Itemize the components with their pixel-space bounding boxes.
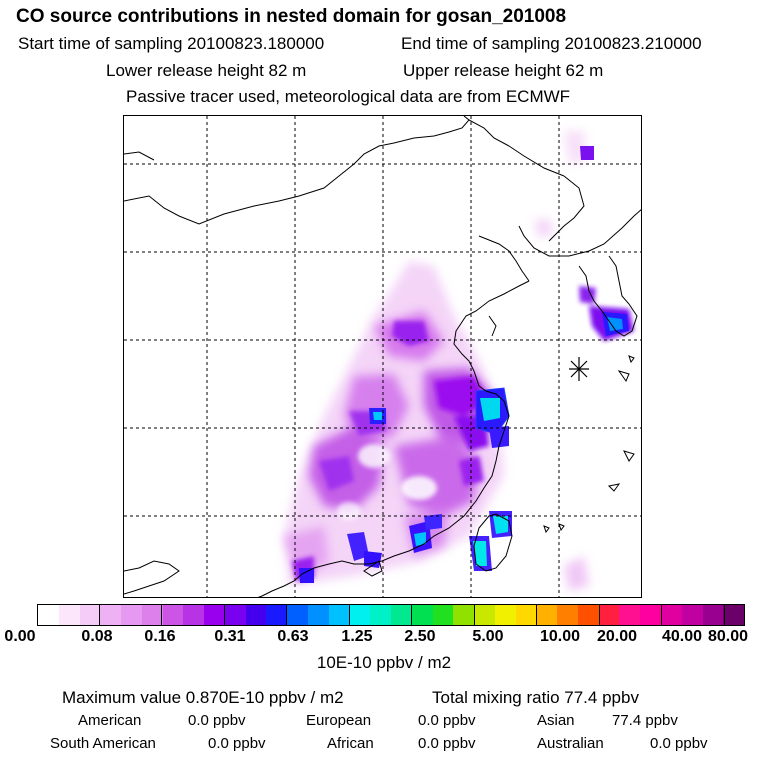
colorbar-divider: [536, 604, 538, 626]
south-american-label: South American: [50, 735, 156, 752]
upper-release-label: Upper release height 62 m: [403, 61, 604, 80]
end-time-label: End time of sampling 20100823.210000: [401, 34, 702, 53]
colorbar-segment: [536, 605, 558, 625]
colorbar-segment: [619, 605, 641, 625]
colorbar-divider: [161, 604, 163, 626]
colorbar-segment: [474, 605, 495, 625]
colorbar-divider: [411, 604, 413, 626]
american-label: American: [78, 712, 142, 729]
colorbar-segment: [287, 605, 308, 625]
plot-title: CO source contributions in nested domain…: [16, 6, 567, 27]
colorbar-divider: [223, 604, 225, 626]
lat-lon-grid: [124, 116, 641, 597]
coastlines: [124, 116, 641, 597]
total-mixing-ratio: Total mixing ratio 77.4 ppbv: [432, 688, 639, 707]
colorbar-segment: [328, 605, 350, 625]
colorbar-segment: [245, 605, 267, 625]
colorbar-tick-label: 40.00: [661, 628, 703, 645]
colorbar-segment: [349, 605, 371, 625]
european-value: 0.0 ppbv: [418, 712, 476, 729]
plume-blue: [299, 146, 629, 583]
asian-value: 77.4 ppbv: [612, 712, 678, 729]
colorbar-segment: [38, 605, 59, 625]
colorbar-segment: [204, 605, 225, 625]
colorbar-segment: [515, 605, 537, 625]
receptor-star-icon: [569, 357, 589, 381]
colorbar-segment: [58, 605, 80, 625]
colorbar-segment: [121, 605, 142, 625]
african-label: African: [327, 735, 374, 752]
colorbar-segment: [432, 605, 454, 625]
colorbar-tick-label: 0.31: [214, 628, 246, 645]
colorbar-tick-label: 1.25: [341, 628, 373, 645]
australian-value: 0.0 ppbv: [650, 735, 708, 752]
source-contribution-map: [123, 115, 642, 598]
colorbar-tick-label: 0.63: [277, 628, 309, 645]
colorbar-segment: [557, 605, 578, 625]
colorbar-divider: [661, 604, 663, 626]
tracer-note: Passive tracer used, meteorological data…: [126, 87, 571, 106]
south-american-value: 0.0 ppbv: [208, 735, 266, 752]
colorbar-tick-label: 0.08: [81, 628, 113, 645]
colorbar-segment: [702, 605, 724, 625]
colorbar-segment: [100, 605, 122, 625]
colorbar-tick-label: 10.00: [539, 628, 581, 645]
colorbar-segment: [224, 605, 246, 625]
colorbar-segment: [681, 605, 703, 625]
colorbar-divider: [598, 604, 600, 626]
australian-label: Australian: [537, 735, 604, 752]
colorbar-tick-label: 20.00: [596, 628, 638, 645]
colorbar-tick-label: 0.16: [144, 628, 176, 645]
colorbar-segment: [723, 605, 745, 625]
colorbar-divider: [473, 604, 475, 626]
colorbar-tick-label: 80.00: [707, 628, 749, 645]
colorbar-tick-label: 5.00: [472, 628, 504, 645]
colorbar-segment: [660, 605, 682, 625]
colorbar-divider: [98, 604, 100, 626]
maximum-value: Maximum value 0.870E-10 ppbv / m2: [62, 688, 344, 707]
start-time-label: Start time of sampling 20100823.180000: [18, 34, 325, 53]
european-label: European: [306, 712, 372, 729]
colorbar-tick-label: 0.00: [4, 628, 36, 645]
colorbar: [37, 604, 745, 626]
african-value: 0.0 ppbv: [418, 735, 476, 752]
colorbar-divider: [286, 604, 288, 626]
colorbar-segment: [183, 605, 205, 625]
colorbar-segment: [598, 605, 620, 625]
colorbar-divider: [348, 604, 350, 626]
colorbar-segment: [370, 605, 392, 625]
colorbar-segment: [307, 605, 329, 625]
colorbar-segment: [453, 605, 475, 625]
colorbar-segment: [411, 605, 433, 625]
colorbar-divider: [723, 604, 725, 626]
colorbar-tick-label: 2.50: [404, 628, 436, 645]
map-canvas: [124, 116, 641, 597]
lower-release-label: Lower release height 82 m: [106, 61, 307, 80]
colorbar-segment: [141, 605, 163, 625]
colorbar-segment: [266, 605, 288, 625]
colorbar-segment: [577, 605, 599, 625]
american-value: 0.0 ppbv: [188, 712, 246, 729]
colorbar-units: 10E-10 ppbv / m2: [316, 653, 452, 672]
asian-label: Asian: [537, 712, 575, 729]
colorbar-segment: [494, 605, 516, 625]
colorbar-segment: [79, 605, 101, 625]
colorbar-segment: [391, 605, 412, 625]
colorbar-segment: [640, 605, 661, 625]
colorbar-segment: [162, 605, 184, 625]
